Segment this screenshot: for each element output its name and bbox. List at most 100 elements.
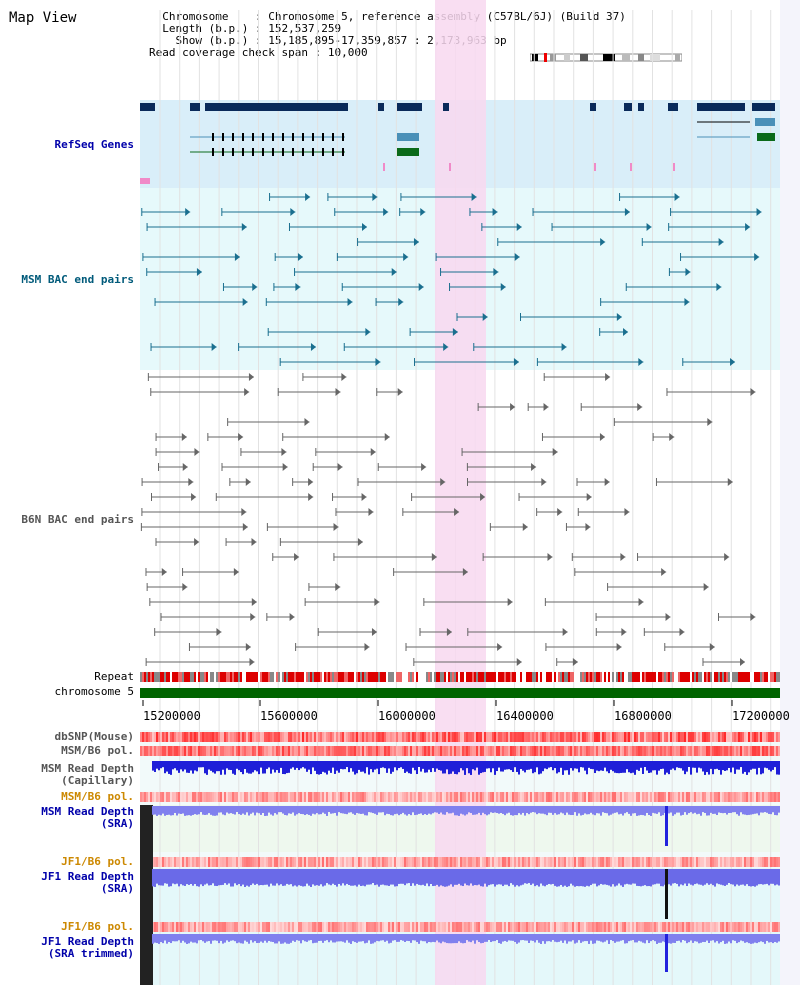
depth-bar <box>404 934 406 942</box>
bac-end <box>161 568 167 576</box>
repeat-mark <box>610 672 612 682</box>
heat-cell <box>574 746 576 756</box>
depth-bar <box>522 869 524 885</box>
depth-bar <box>232 806 234 814</box>
track-label-repeat[interactable]: Repeat <box>94 670 134 683</box>
depth-bar <box>504 806 506 816</box>
depth-bar <box>660 761 662 770</box>
depth-bar <box>676 934 678 942</box>
bac-end <box>305 193 311 201</box>
heat-cell <box>526 792 528 802</box>
depth-bar <box>204 761 206 774</box>
heat-cell <box>274 792 276 802</box>
track-label-jf1-depth-trimmed[interactable]: JF1 Read Depth <box>41 935 134 948</box>
heat-cell <box>140 732 142 742</box>
heat-cell <box>570 857 572 867</box>
depth-bar <box>602 869 604 885</box>
heat-cell <box>466 922 468 932</box>
repeat-mark <box>356 672 358 682</box>
repeat-mark <box>746 672 748 682</box>
track-label-chromosome[interactable]: chromosome 5 <box>54 685 134 698</box>
track-label-msm-b6-pol-2[interactable]: MSM/B6 pol. <box>61 790 134 803</box>
depth-bar <box>742 869 744 885</box>
heat-cell <box>408 792 410 802</box>
depth-bar <box>700 869 702 885</box>
depth-bar <box>404 806 406 815</box>
repeat-mark <box>682 672 684 682</box>
track-label-dbsnp[interactable]: dbSNP(Mouse) <box>54 730 134 743</box>
depth-bar <box>566 806 568 813</box>
depth-bar <box>252 869 254 884</box>
heat-cell <box>558 922 560 932</box>
heat-cell <box>446 792 448 802</box>
heat-cell <box>692 922 694 932</box>
depth-bar <box>422 869 424 885</box>
heat-cell <box>472 792 474 802</box>
track-label-jf1-b6-pol-1[interactable]: JF1/B6 pol. <box>61 855 134 868</box>
heat-cell <box>578 922 580 932</box>
depth-bar <box>688 934 690 943</box>
heat-cell <box>704 746 706 756</box>
heat-cell <box>318 732 320 742</box>
depth-bar <box>182 869 184 886</box>
depth-bar <box>532 806 534 813</box>
heat-cell <box>176 746 178 756</box>
heat-cell <box>458 746 460 756</box>
depth-bar <box>758 761 760 768</box>
depth-bar <box>156 806 158 816</box>
repeat-mark <box>734 672 736 682</box>
heat-cell <box>450 857 452 867</box>
repeat-mark <box>400 672 402 682</box>
chromosome-ideogram[interactable] <box>530 53 682 62</box>
heat-cell <box>596 857 598 867</box>
heat-cell <box>650 857 652 867</box>
heat-cell <box>360 857 362 867</box>
repeat-mark <box>226 672 228 682</box>
depth-bar <box>160 806 162 816</box>
heat-cell <box>766 857 768 867</box>
heat-cell <box>536 792 538 802</box>
heat-cell <box>168 746 170 756</box>
depth-bar <box>170 869 172 887</box>
track-label-b6n-bac[interactable]: B6N BAC end pairs <box>21 513 134 526</box>
heat-cell <box>402 922 404 932</box>
gene-feature <box>205 103 348 111</box>
heat-cell <box>514 746 516 756</box>
depth-bar <box>638 761 640 771</box>
heat-cell <box>406 857 408 867</box>
bac-end <box>510 403 516 411</box>
heat-cell <box>334 922 336 932</box>
track-label-msm-b6-pol-1[interactable]: MSM/B6 pol. <box>61 744 134 757</box>
depth-bar <box>678 934 680 941</box>
depth-bar <box>512 934 514 941</box>
heat-cell <box>646 792 648 802</box>
repeat-mark <box>608 672 610 682</box>
heat-cell <box>584 732 586 742</box>
heat-cell <box>744 746 746 756</box>
heat-cell <box>492 922 494 932</box>
track-label-jf1-b6-pol-2[interactable]: JF1/B6 pol. <box>61 920 134 933</box>
track-label-msm-bac[interactable]: MSM BAC end pairs <box>21 273 134 286</box>
heat-cell <box>188 922 190 932</box>
gene-exon <box>212 133 214 141</box>
heat-cell <box>486 732 488 742</box>
repeat-mark <box>528 672 530 682</box>
track-label-msm-depth-capillary[interactable]: MSM Read Depth <box>41 762 134 775</box>
heat-cell <box>582 922 584 932</box>
track-label-msm-depth-sra[interactable]: MSM Read Depth <box>41 805 134 818</box>
depth-bar <box>238 934 240 943</box>
heat-cell <box>280 746 282 756</box>
heat-cell <box>292 746 294 756</box>
heat-cell <box>214 857 216 867</box>
heat-cell <box>440 922 442 932</box>
heat-cell <box>512 732 514 742</box>
heat-cell <box>292 922 294 932</box>
heat-cell <box>302 922 304 932</box>
heat-cell <box>258 857 260 867</box>
heat-cell <box>508 746 510 756</box>
track-label-jf1-depth-sra[interactable]: JF1 Read Depth <box>41 870 134 883</box>
heat-cell <box>396 857 398 867</box>
track-label-refseq[interactable]: RefSeq Genes <box>54 138 134 151</box>
bac-end <box>357 538 363 546</box>
